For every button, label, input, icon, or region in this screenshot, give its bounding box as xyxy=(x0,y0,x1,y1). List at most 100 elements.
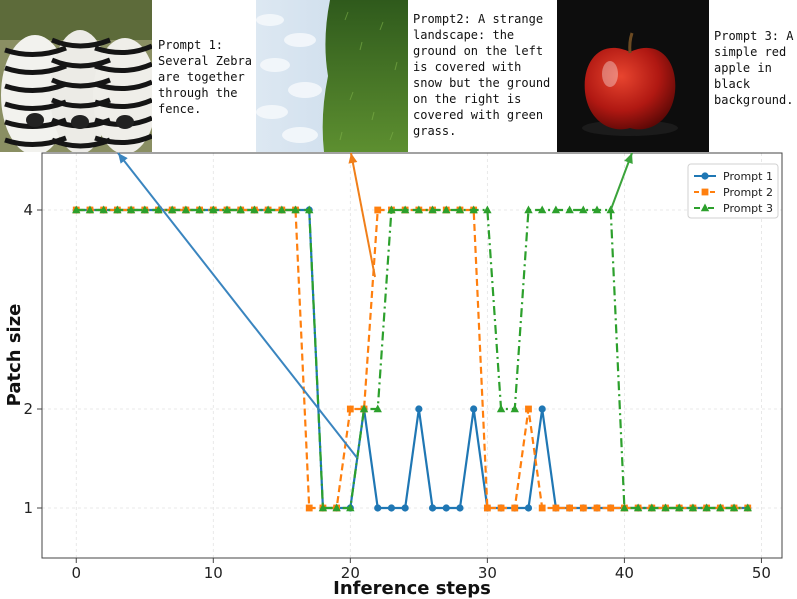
data-point xyxy=(85,205,95,214)
data-point xyxy=(497,504,505,512)
data-point xyxy=(579,205,588,214)
data-point xyxy=(524,504,533,512)
legend-label: Prompt 1 xyxy=(723,170,773,183)
data-point xyxy=(305,504,313,512)
data-point xyxy=(579,504,587,512)
x-tick-label: 0 xyxy=(71,564,81,582)
arrow-shaft xyxy=(350,152,376,278)
x-tick-label: 50 xyxy=(752,564,771,582)
data-point xyxy=(305,205,314,214)
x-tick-label: 20 xyxy=(341,564,360,582)
data-point xyxy=(456,504,464,512)
plot-frame xyxy=(41,152,783,559)
legend-marker xyxy=(701,188,709,196)
data-point xyxy=(346,503,355,512)
data-point xyxy=(401,504,409,512)
x-tick-label: 30 xyxy=(478,564,497,582)
x-axis-label: Inference steps xyxy=(333,578,491,599)
data-point xyxy=(538,504,546,512)
arrow-head xyxy=(118,153,128,164)
data-point xyxy=(72,205,81,214)
arrow-head xyxy=(624,153,633,164)
data-point xyxy=(470,405,478,413)
data-point xyxy=(607,504,615,512)
annotation-arrow-2 xyxy=(348,152,376,278)
y-tick-label: 1 xyxy=(23,499,33,517)
data-point xyxy=(359,404,369,413)
data-point xyxy=(140,205,149,214)
legend-item: Prompt 3 xyxy=(694,202,773,215)
data-point xyxy=(209,205,218,214)
prompt-2-text: Prompt2: A strange landscape: the ground… xyxy=(413,12,558,138)
data-point xyxy=(222,205,232,214)
data-point xyxy=(469,205,478,214)
series-layer xyxy=(72,205,752,512)
data-point xyxy=(181,205,191,214)
data-point xyxy=(729,503,739,512)
data-point xyxy=(195,205,204,214)
data-point xyxy=(250,205,259,214)
data-point xyxy=(346,405,354,413)
legend-item: Prompt 1 xyxy=(694,170,773,183)
data-point xyxy=(291,205,300,214)
data-point xyxy=(565,205,574,214)
data-point xyxy=(524,205,533,214)
data-point xyxy=(332,503,341,512)
data-point xyxy=(415,405,423,413)
data-point xyxy=(374,206,382,214)
data-point xyxy=(277,205,287,214)
data-point xyxy=(702,503,711,512)
data-point xyxy=(387,205,396,214)
annotation-arrows xyxy=(117,152,633,459)
legend-label: Prompt 2 xyxy=(723,186,773,199)
data-point xyxy=(647,503,657,512)
data-point xyxy=(743,503,752,512)
x-tick-label: 10 xyxy=(204,564,223,582)
data-point xyxy=(688,503,698,512)
series-prompt-3 xyxy=(72,205,752,512)
series-prompt-1 xyxy=(72,206,752,512)
annotation-arrow-1 xyxy=(117,152,358,459)
data-point xyxy=(236,205,245,214)
annotation-arrow-3 xyxy=(609,152,633,211)
data-point xyxy=(387,504,396,512)
series-line xyxy=(76,208,748,510)
legend-label: Prompt 3 xyxy=(723,202,773,215)
data-point xyxy=(99,205,108,214)
legend: Prompt 1 Prompt 2 Prompt 3 xyxy=(687,163,779,219)
data-point xyxy=(552,504,560,512)
data-point xyxy=(428,504,437,512)
snow-grass-image xyxy=(256,0,408,152)
legend-marker xyxy=(701,172,709,180)
data-point xyxy=(414,205,424,214)
data-point xyxy=(373,404,382,413)
data-point xyxy=(442,504,450,512)
data-point xyxy=(496,404,506,413)
data-point xyxy=(455,205,465,214)
data-point xyxy=(538,405,546,413)
data-point xyxy=(566,504,573,512)
data-point xyxy=(113,205,122,214)
y-tick-label: 2 xyxy=(23,400,33,418)
data-point xyxy=(318,503,328,512)
data-point xyxy=(675,503,684,512)
data-point xyxy=(154,205,163,214)
data-point xyxy=(167,205,177,214)
data-point xyxy=(428,205,437,214)
y-axis: 1 2 4 xyxy=(23,201,42,517)
data-point xyxy=(511,504,519,512)
data-point xyxy=(525,405,532,413)
data-point xyxy=(716,503,725,512)
data-point xyxy=(592,205,602,214)
data-point xyxy=(483,205,492,214)
data-point xyxy=(263,205,273,214)
data-point xyxy=(400,205,410,214)
data-point xyxy=(661,503,670,512)
zebras-image xyxy=(0,0,152,152)
data-point xyxy=(537,205,547,214)
data-point xyxy=(510,404,519,413)
data-point xyxy=(633,503,643,512)
arrow-shaft xyxy=(609,152,633,211)
grid xyxy=(42,153,782,558)
